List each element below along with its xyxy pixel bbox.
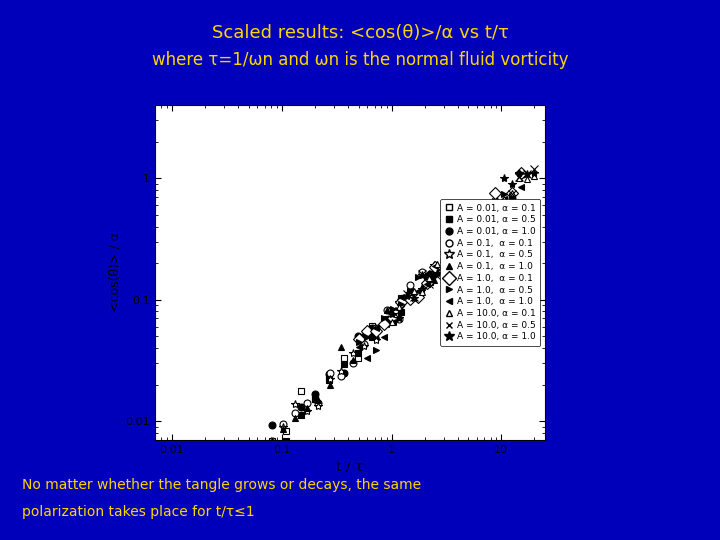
Y-axis label: <cos(θ)> / α: <cos(θ)> / α [108, 233, 122, 313]
Text: No matter whether the tangle grows or decays, the same: No matter whether the tangle grows or de… [22, 478, 420, 492]
Text: where τ=1/ωn and ωn is the normal fluid vorticity: where τ=1/ωn and ωn is the normal fluid … [152, 51, 568, 69]
Text: Scaled results: <cos(θ)>/α vs t/τ: Scaled results: <cos(θ)>/α vs t/τ [212, 24, 508, 42]
Legend: A = 0.01, α = 0.1, A = 0.01, α = 0.5, A = 0.01, α = 1.0, A = 0.1,  α = 0.1, A = : A = 0.01, α = 0.1, A = 0.01, α = 0.5, A … [440, 199, 541, 346]
X-axis label: t / τ: t / τ [336, 459, 364, 473]
Text: polarization takes place for t/τ≤1: polarization takes place for t/τ≤1 [22, 505, 254, 519]
